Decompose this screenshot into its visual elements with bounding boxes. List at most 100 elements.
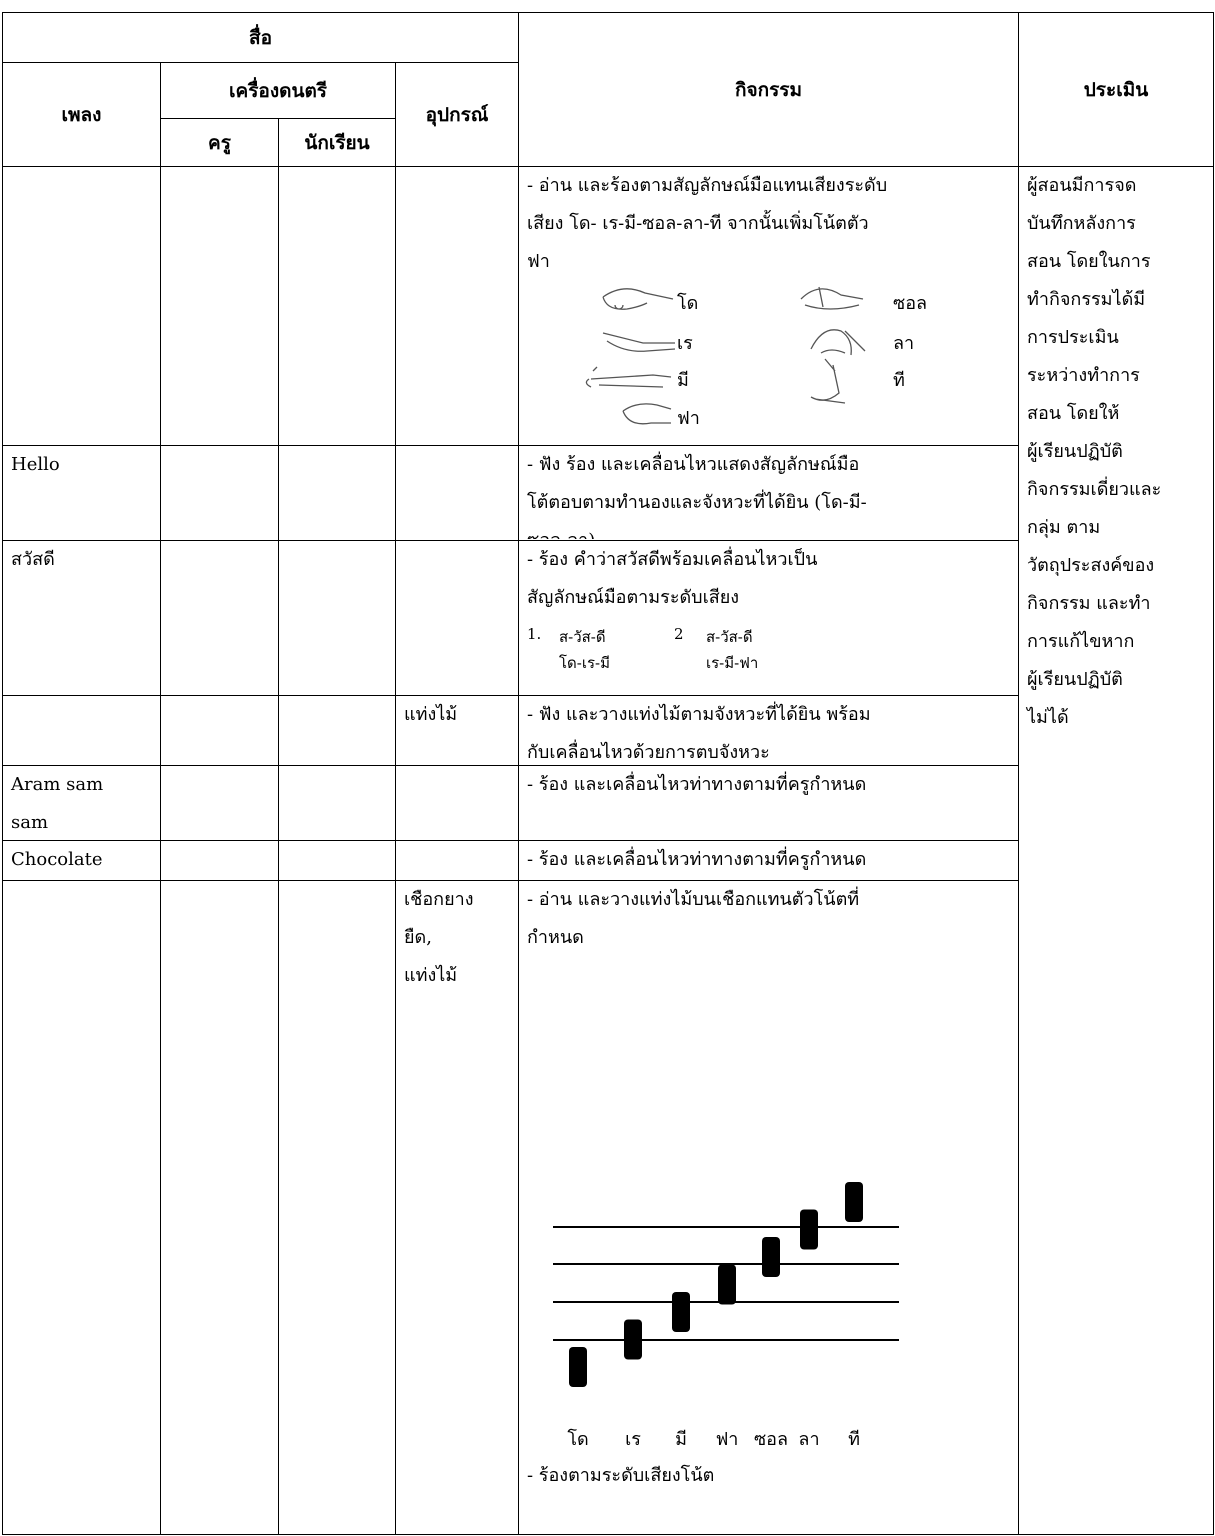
equipment-cell (395, 540, 519, 696)
evaluation-line: การแก้ไขหาก (1027, 631, 1135, 652)
teacher (161, 841, 278, 879)
song-cell: Hello (2, 445, 161, 541)
activity-line: - อ่าน และวางแท่งไม้บนเชือกแทนตัวโน้ตที่ (527, 889, 860, 910)
evaluation-line: ระหว่างทำการ (1027, 365, 1140, 386)
teacher-cell (160, 765, 279, 841)
evaluation: ผู้สอนมีการจด บันทึกหลังการ สอน โดยในการ ทำ… (1019, 167, 1213, 737)
hand-sign-label: มี (677, 370, 689, 391)
lesson-table: สื่อ กิจกรรม ประเมิน เพลง เครื่องดนตรี อ… (2, 12, 1214, 1535)
teacher-cell (160, 880, 279, 1535)
equipment: แท่งไม้ (396, 696, 518, 764)
evaluation-cell: ผู้สอนมีการจด บันทึกหลังการ สอน โดยในการ ทำ… (1018, 166, 1214, 1535)
evaluation-line: สอน โดยให้ (1027, 403, 1120, 424)
activity: - ร้อง และเคลื่อนไหวท่าทางตามที่ครูกำหนด (519, 841, 1018, 879)
equipment (396, 766, 518, 839)
evaluation-line: ผู้เรียนปฏิบัติ (1027, 441, 1123, 462)
song-cell (2, 166, 161, 446)
song (3, 167, 160, 444)
student (279, 446, 395, 539)
table-row: Aram sam sam - ร้อง และเคลื่อนไหวท่าทางตา… (2, 765, 1214, 841)
song-name: Chocolate (11, 849, 103, 870)
evaluation-line: วัตถุประสงค์ของ (1027, 555, 1155, 576)
hand-sign-drawing (810, 329, 866, 356)
teacher-cell (160, 840, 279, 881)
hand-sign-label: โด (677, 292, 698, 314)
table-body: - อ่าน และร้องตามสัญลักษณ์มือแทนเสียงระด… (2, 166, 1214, 1535)
student (279, 696, 395, 764)
student (279, 841, 395, 879)
teacher (161, 766, 278, 839)
hand-sign-label: ลา (893, 333, 914, 354)
equipment (396, 541, 518, 694)
activity-line: - ร้อง และเคลื่อนไหวท่าทางตามที่ครูกำหนด (527, 849, 867, 870)
teacher (161, 446, 278, 539)
note-block (845, 1182, 863, 1222)
song: Chocolate (3, 841, 160, 879)
equipment-line: แท่งไม้ (404, 704, 458, 725)
activity-cell: - ฟัง ร้อง และเคลื่อนไหวแสดงสัญลักษณ์มือ… (518, 445, 1019, 541)
teacher (161, 881, 278, 1533)
evaluation-line: กลุ่ม ตาม (1027, 517, 1101, 538)
evaluation-line: กิจกรรมเดี่ยวและ (1027, 479, 1162, 500)
header-instruments: เครื่องดนตรี (160, 62, 396, 119)
student-cell (278, 695, 396, 766)
header-song: เพลง (2, 62, 161, 167)
activity: - ฟัง และวางแท่งไม้ตามจังหวะที่ได้ยิน พร… (519, 696, 1018, 764)
song-cell: Chocolate (2, 840, 161, 881)
activity-line: - ร้องตามระดับเสียงโน้ต (527, 1465, 715, 1486)
hand-sign-drawing (800, 286, 864, 310)
equipment-line: ยืด, (404, 927, 432, 948)
song-name: สวัสดี (11, 549, 55, 570)
activity: - ฟัง ร้อง และเคลื่อนไหวแสดงสัญลักษณ์มือ… (519, 446, 1018, 539)
song: สวัสดี (3, 541, 160, 694)
equipment-cell (395, 166, 519, 446)
teacher-cell (160, 695, 279, 766)
activity-line: - อ่าน และร้องตามสัญลักษณ์มือแทนเสียงระด… (527, 175, 888, 196)
song: Aram sam sam (3, 766, 160, 839)
hand-sign-label: ฟา (677, 408, 700, 429)
equipment (396, 841, 518, 879)
note-label: ฟา (716, 1429, 739, 1450)
example-number: 2 (674, 625, 684, 643)
song: Hello (3, 446, 160, 539)
student-cell (278, 840, 396, 881)
hand-sign-drawing (622, 403, 672, 425)
equipment-cell: แท่งไม้ (395, 695, 519, 766)
song-name: Aram sam sam (11, 774, 104, 833)
evaluation-line: บันทึกหลังการ (1027, 213, 1136, 234)
equipment (396, 167, 518, 444)
header-equipment: อุปกรณ์ (395, 62, 519, 167)
note-label: มี (675, 1429, 687, 1450)
song (3, 881, 160, 1533)
evaluation-line: ผู้สอนมีการจด (1027, 175, 1137, 196)
header-teacher: ครู (160, 118, 279, 167)
note-label: โด (567, 1428, 588, 1450)
song-name: Hello (11, 454, 60, 475)
note-block (762, 1237, 780, 1277)
equipment (396, 446, 518, 539)
header-media: สื่อ (2, 12, 519, 63)
header-activity: กิจกรรม (518, 12, 1019, 167)
example-notes: โด-เร-มี (559, 654, 611, 672)
activity: - อ่าน และร้องตามสัญลักษณ์มือแทนเสียงระด… (519, 167, 1018, 444)
note-block (624, 1319, 642, 1360)
activity: - ร้อง คำว่าสวัสดีพร้อมเคลื่อนไหวเป็น สัญ… (519, 541, 1018, 694)
activity-line: - ร้อง คำว่าสวัสดีพร้อมเคลื่อนไหวเป็น (527, 549, 818, 570)
table-row: เชือกยาง ยืด, แท่งไม้ - อ่าน และวางแท่งไม้บ… (2, 880, 1214, 1535)
song-cell (2, 880, 161, 1535)
teacher-cell (160, 166, 279, 446)
note-label: ลา (798, 1429, 819, 1450)
activity-cell: - ร้อง และเคลื่อนไหวท่าทางตามที่ครูกำหนด (518, 840, 1019, 881)
header-student: นักเรียน (278, 118, 396, 167)
example-notes: เร-มี-ฟา (706, 654, 759, 672)
activity-cell: - ฟัง และวางแท่งไม้ตามจังหวะที่ได้ยิน พร… (518, 695, 1019, 766)
note-label: ซอล (754, 1429, 788, 1450)
note-block (718, 1264, 736, 1305)
equipment-cell (395, 445, 519, 541)
song-cell: Aram sam sam (2, 765, 161, 841)
student (279, 167, 395, 444)
example-number: 1. (527, 625, 542, 643)
activity-line: โต้ตอบตามทำนองและจังหวะที่ได้ยิน (โด-มี- (527, 492, 867, 513)
hand-sign-drawing (810, 358, 846, 404)
